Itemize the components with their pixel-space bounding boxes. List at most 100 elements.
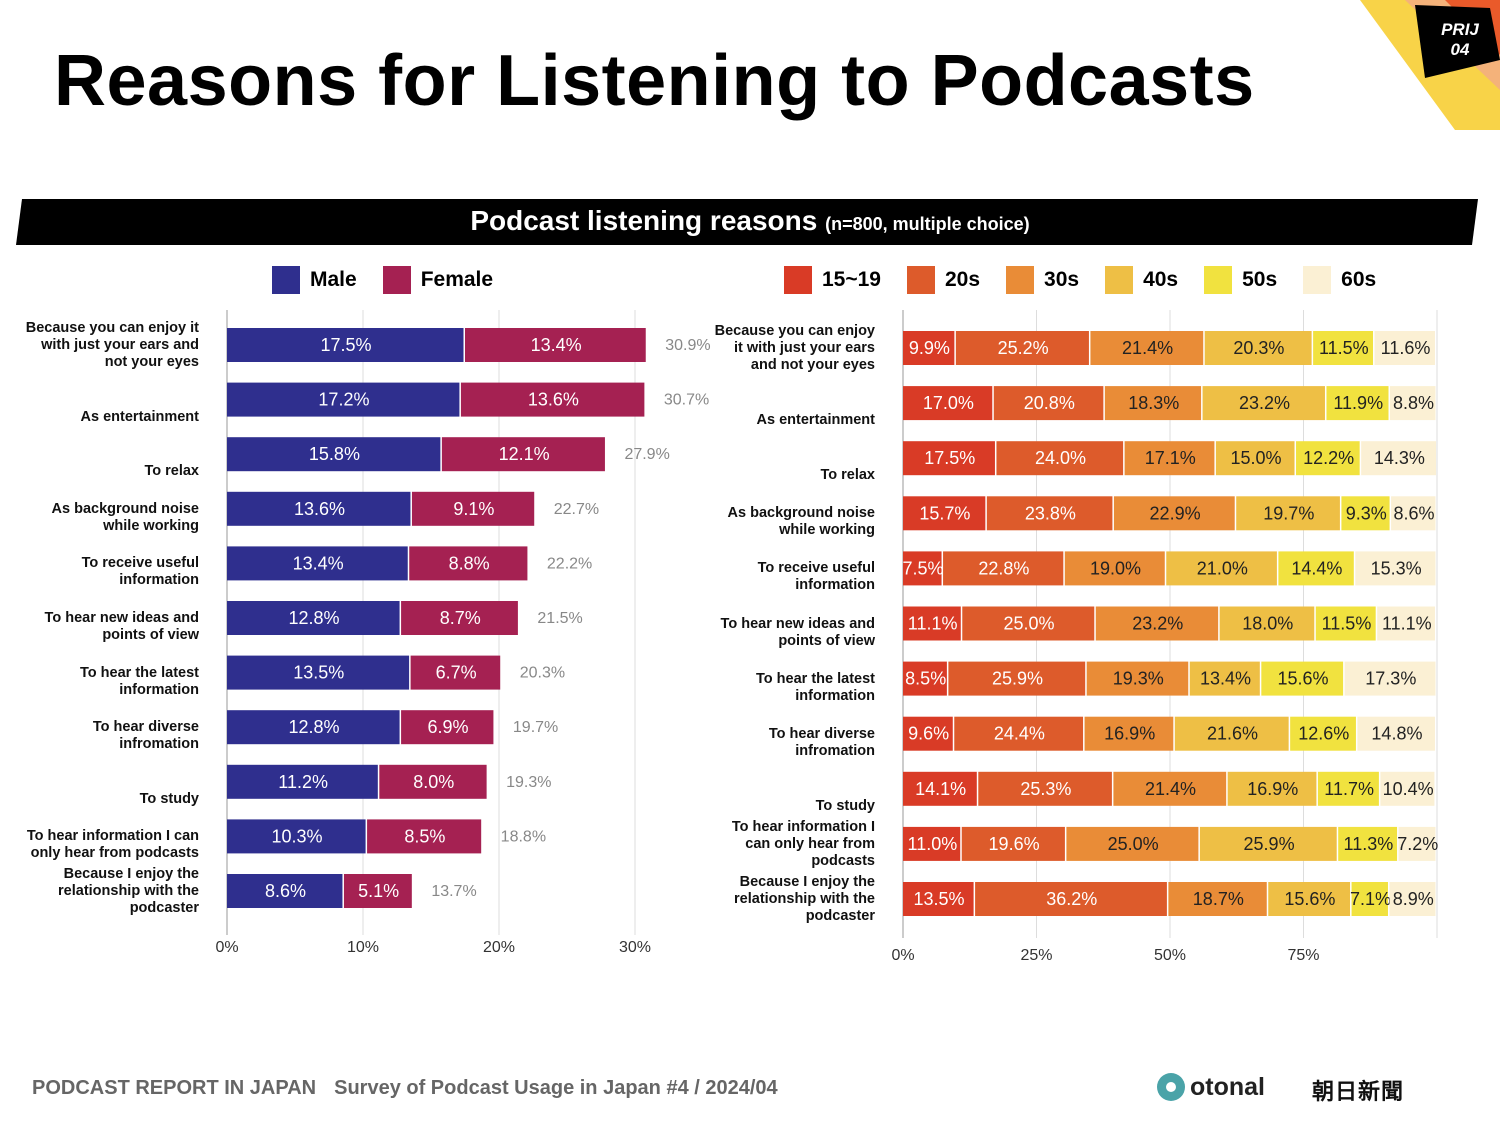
bar-segment — [441, 437, 605, 472]
total-label: 30.7% — [664, 392, 709, 409]
footer-report: PODCAST REPORT IN JAPAN — [32, 1077, 317, 1099]
banner-title: Podcast listening reasons — [470, 205, 818, 236]
data-label: 18.0% — [1242, 614, 1293, 634]
bar-segment — [1351, 882, 1388, 916]
bar-segment — [975, 882, 1167, 916]
data-label: 24.0% — [1035, 448, 1086, 468]
data-label: 11.6% — [1381, 338, 1431, 358]
x-tick-label: 50% — [1154, 947, 1186, 964]
category-label: To hear information I can only hear from… — [26, 828, 199, 862]
bar-segment — [903, 496, 986, 531]
category-label: Because I enjoy the relationship with th… — [58, 866, 199, 916]
data-label: 19.7% — [1263, 503, 1314, 523]
bar-segment — [1166, 551, 1277, 586]
data-label: 11.0% — [908, 834, 958, 854]
data-label: 7.5% — [903, 558, 944, 578]
data-label: 8.8% — [1393, 393, 1434, 413]
data-label: 15.7% — [919, 503, 970, 523]
data-label: 14.1% — [915, 779, 966, 799]
report-badge: PRIJ 04 — [1420, 20, 1500, 60]
otonal-text: otonal — [1190, 1072, 1265, 1101]
data-label: 21.4% — [1145, 779, 1196, 799]
legend-item: 60s — [1303, 266, 1376, 294]
bar-segment — [1355, 551, 1436, 586]
bar-segment — [1090, 331, 1204, 365]
data-label: 17.5% — [320, 335, 371, 355]
bar-segment — [1189, 661, 1260, 696]
data-label: 15.3% — [1371, 558, 1422, 578]
badge-line2: 04 — [1450, 40, 1470, 59]
bar-segment — [379, 764, 487, 799]
bar-segment — [903, 716, 953, 751]
total-label: 22.2% — [547, 555, 592, 572]
bar-segment — [996, 441, 1124, 476]
x-tick-label: 10% — [347, 939, 379, 956]
data-label: 21.0% — [1197, 558, 1248, 578]
data-label: 25.3% — [1020, 779, 1071, 799]
data-label: 21.4% — [1122, 338, 1173, 358]
category-label: As background noise while working — [51, 500, 199, 534]
bar-segment — [367, 819, 482, 854]
legend-swatch — [272, 266, 300, 294]
otonal-logo: otonal — [1156, 1072, 1265, 1102]
bar-segment — [903, 441, 995, 476]
bar-segment — [227, 382, 460, 417]
bar-segment — [1086, 661, 1189, 696]
data-label: 19.0% — [1090, 558, 1141, 578]
bar-segment — [986, 496, 1113, 531]
data-label: 13.6% — [528, 390, 579, 410]
bar-segment — [1338, 826, 1398, 861]
bar-segment — [401, 710, 494, 745]
category-label: To relax — [820, 467, 875, 484]
x-tick-label: 20% — [483, 939, 515, 956]
bar-segment — [227, 546, 408, 581]
category-label: To hear the latest information — [756, 670, 875, 704]
bar-segment — [1361, 441, 1437, 476]
bar-segment — [1296, 441, 1360, 476]
bar-segment — [1113, 771, 1227, 806]
legend-label: 40s — [1143, 268, 1179, 291]
bar-segment — [961, 826, 1065, 861]
data-label: 8.6% — [1394, 503, 1435, 523]
data-label: 25.9% — [992, 669, 1043, 689]
total-label: 22.7% — [554, 501, 599, 518]
data-label: 11.2% — [278, 772, 328, 792]
data-label: 25.0% — [1108, 834, 1159, 854]
bar-segment — [1391, 496, 1436, 531]
data-label: 11.3% — [1344, 834, 1394, 854]
data-label: 7.2% — [1397, 834, 1438, 854]
data-label: 23.2% — [1239, 393, 1290, 413]
category-label: To relax — [144, 463, 199, 480]
data-label: 17.3% — [1365, 669, 1416, 689]
bar-segment — [943, 551, 1064, 586]
data-label: 19.3% — [1113, 669, 1164, 689]
bar-segment — [1317, 771, 1379, 806]
data-label: 9.9% — [909, 338, 950, 358]
data-label: 12.1% — [499, 444, 550, 464]
legend-swatch — [382, 266, 411, 294]
legend-label: 20s — [944, 268, 981, 291]
legend-item: Male — [272, 266, 357, 294]
data-label: 11.1% — [908, 614, 958, 634]
data-label: 11.5% — [1322, 614, 1372, 634]
badge-line1: PRIJ — [1441, 20, 1479, 39]
data-label: 5.1% — [358, 881, 399, 901]
bar-segment — [1261, 661, 1344, 696]
category-label: Because you can enjoy it with just your … — [714, 323, 875, 373]
data-label: 8.9% — [1393, 889, 1434, 909]
data-label: 8.6% — [265, 881, 306, 901]
data-label: 25.2% — [998, 338, 1049, 358]
data-label: 8.0% — [413, 772, 454, 792]
bar-segment — [903, 386, 993, 421]
data-label: 10.3% — [272, 826, 323, 846]
legend-item: 40s — [1105, 266, 1178, 294]
data-label: 17.2% — [318, 390, 369, 410]
total-label: 21.5% — [537, 610, 582, 627]
chart-canvas: 0% 10% 20% 30% 17.5% 13.4% 30.9% 17.2% 13.6% 30.7… — [215, 310, 1438, 964]
category-label: To receive useful information — [81, 555, 199, 589]
bar-segment — [227, 437, 441, 472]
bar-segment — [1390, 386, 1436, 421]
bar-segment — [227, 710, 400, 745]
bar-segment — [1204, 331, 1312, 365]
bar-segment — [1398, 826, 1436, 861]
